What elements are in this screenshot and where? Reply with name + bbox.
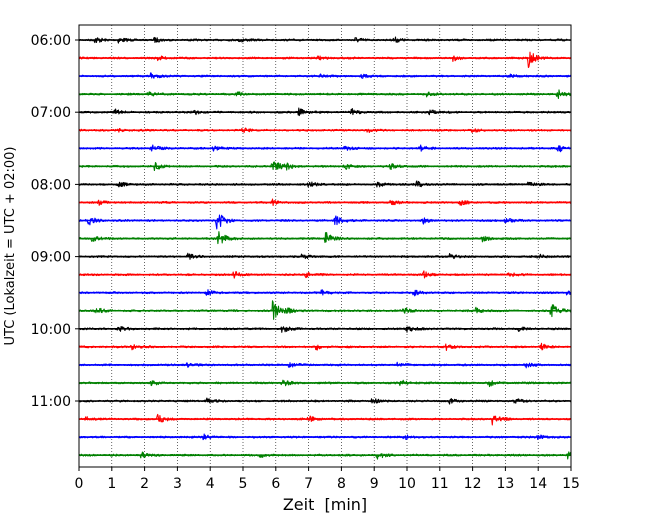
x-tick-label: 9: [370, 476, 379, 492]
x-axis-ticks: 0 1 2 3 4 5 6 7 8 9 10 11 12 13 14 15: [75, 467, 580, 492]
x-tick-label: 12: [464, 476, 482, 492]
y-tick-label: 06:00: [31, 33, 71, 49]
y-axis-title: UTC (Lokalzeit = UTC + 02:00): [3, 147, 18, 346]
y-tick-label: 07:00: [31, 105, 71, 121]
y-tick-label: 10:00: [31, 322, 71, 338]
y-tick-label: 08:00: [31, 177, 71, 193]
seismic-traces: [78, 36, 572, 460]
plot-frame: [78, 24, 572, 468]
x-tick-label: 13: [496, 476, 514, 492]
x-tick-label: 2: [140, 476, 149, 492]
x-tick-label: 6: [271, 476, 280, 492]
x-tick-label: 0: [75, 476, 84, 492]
x-axis-title: Zeit [min]: [283, 495, 367, 514]
x-tick-label: 10: [398, 476, 416, 492]
y-tick-label: 09:00: [31, 250, 71, 266]
x-tick-label: 1: [107, 476, 116, 492]
x-tick-label: 7: [304, 476, 313, 492]
x-tick-label: 14: [529, 476, 547, 492]
x-tick-label: 8: [337, 476, 346, 492]
x-tick-label: 4: [206, 476, 215, 492]
x-tick-label: 15: [562, 476, 580, 492]
y-axis-ticks: 06:00 07:00 08:00 09:00 10:00 11:00: [31, 33, 79, 410]
x-tick-label: 11: [431, 476, 449, 492]
y-tick-label: 11:00: [31, 394, 71, 410]
x-tick-label: 3: [173, 476, 182, 492]
x-tick-label: 5: [239, 476, 248, 492]
